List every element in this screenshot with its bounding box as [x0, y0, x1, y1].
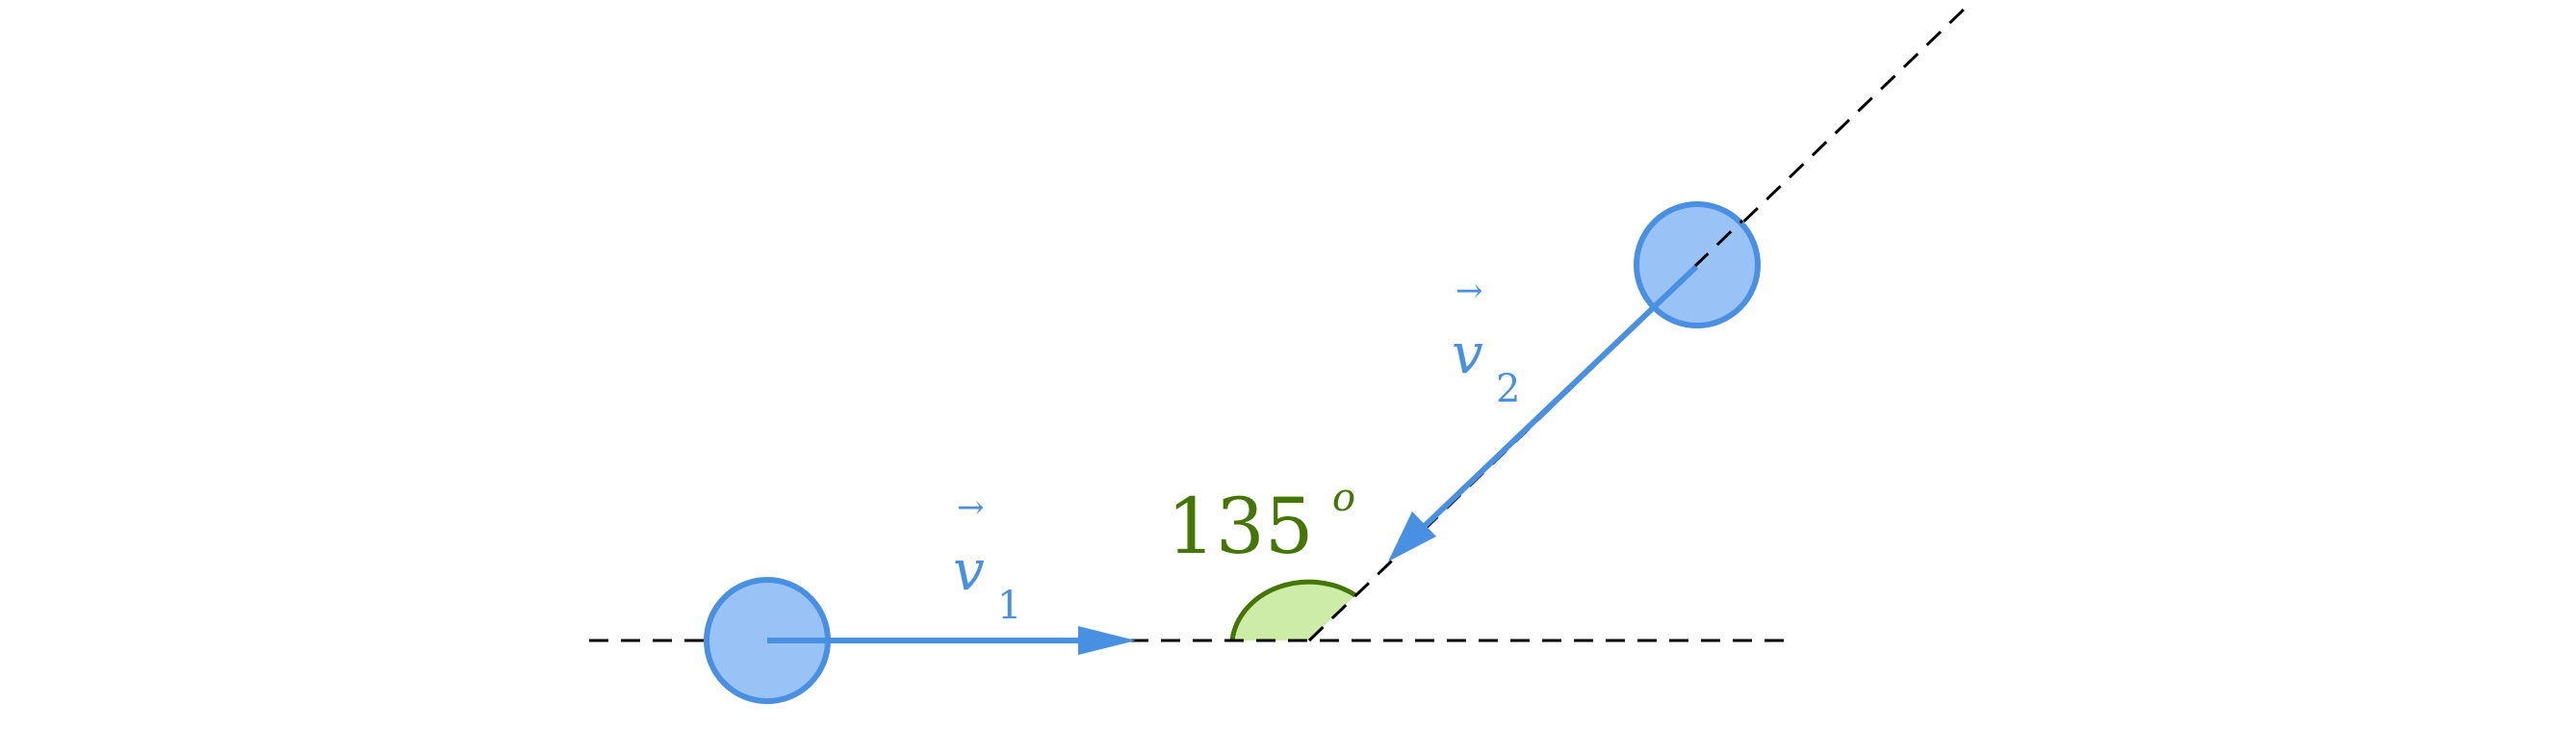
velocity-2-shaft	[1422, 264, 1699, 529]
degree-symbol: o	[1332, 476, 1355, 520]
angle-arc	[1229, 579, 1357, 641]
v1-symbol: v	[953, 537, 985, 603]
velocity-2-label: → v 2	[1452, 272, 1520, 411]
vector-arrow-icon: →	[957, 488, 985, 527]
angle-value: 135	[1167, 482, 1314, 571]
v1-subscript: 1	[997, 584, 1021, 628]
diagonal-guide-line-over-ball	[1692, 219, 1744, 269]
velocity-1-label: → v 1	[953, 488, 1021, 628]
vector-arrow-icon: →	[1455, 272, 1483, 310]
velocity-2-arrowhead	[1388, 511, 1436, 562]
v2-symbol: v	[1452, 321, 1483, 386]
v2-subscript: 2	[1496, 367, 1520, 411]
angle-wedge	[1232, 582, 1355, 640]
angle-label: 135 o	[1167, 476, 1355, 571]
velocity-1-arrowhead	[1078, 626, 1136, 655]
